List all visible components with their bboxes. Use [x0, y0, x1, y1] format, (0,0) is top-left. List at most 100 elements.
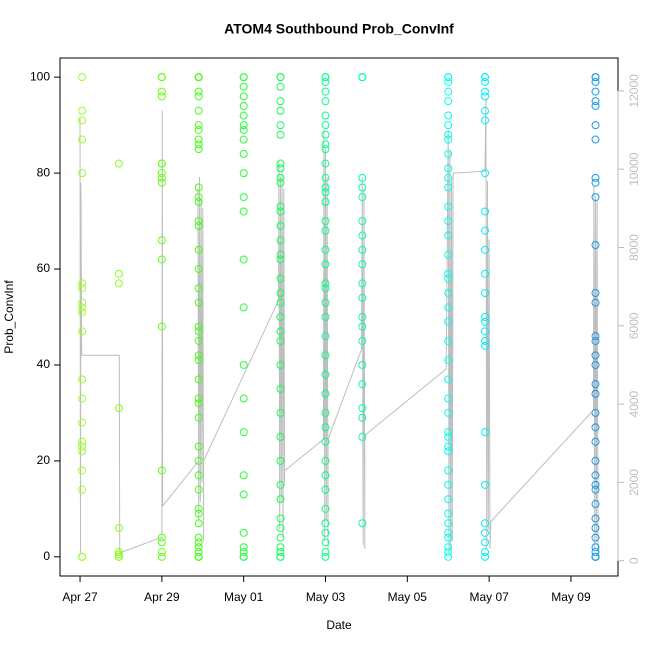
point — [444, 552, 453, 561]
point — [444, 533, 453, 542]
point — [114, 159, 123, 168]
point — [194, 519, 203, 528]
point — [444, 97, 453, 106]
point — [194, 322, 203, 331]
point — [358, 322, 367, 331]
point — [481, 327, 490, 336]
x-tick-label: May 09 — [551, 590, 591, 604]
point — [358, 193, 367, 202]
point — [444, 173, 453, 182]
y2-tick-label: 6000 — [627, 312, 641, 339]
point — [591, 408, 600, 417]
point — [78, 135, 87, 144]
point — [194, 533, 203, 542]
point — [194, 538, 203, 547]
point — [194, 442, 203, 451]
point — [239, 193, 248, 202]
point — [78, 375, 87, 384]
point — [321, 408, 330, 417]
point — [114, 524, 123, 533]
y2-tick-label: 8000 — [627, 234, 641, 261]
point — [276, 548, 285, 557]
point — [157, 236, 166, 245]
point — [321, 145, 330, 154]
point — [157, 552, 166, 561]
point — [194, 485, 203, 494]
y2-tick-label: 4000 — [627, 390, 641, 417]
point — [276, 97, 285, 106]
point — [276, 159, 285, 168]
point — [321, 111, 330, 120]
point — [444, 77, 453, 86]
point — [194, 121, 203, 130]
point — [444, 73, 453, 82]
point — [444, 317, 453, 326]
point — [78, 442, 87, 451]
point — [78, 116, 87, 125]
x-axis-label: Date — [326, 618, 352, 632]
point — [239, 255, 248, 264]
point — [276, 543, 285, 552]
point — [481, 106, 490, 115]
point — [481, 428, 490, 437]
point — [276, 384, 285, 393]
point — [444, 447, 453, 456]
point — [194, 543, 203, 552]
point — [276, 408, 285, 417]
point — [444, 442, 453, 451]
point — [239, 101, 248, 110]
point — [157, 87, 166, 96]
point — [276, 202, 285, 211]
point — [444, 432, 453, 441]
point — [78, 437, 87, 446]
point — [591, 380, 600, 389]
point — [276, 298, 285, 307]
y2-tick-label: 0 — [627, 557, 641, 564]
point — [194, 217, 203, 226]
point — [591, 480, 600, 489]
point — [481, 73, 490, 82]
point — [194, 394, 203, 403]
point — [321, 552, 330, 561]
point — [444, 130, 453, 139]
point — [157, 548, 166, 557]
point — [239, 543, 248, 552]
point — [276, 274, 285, 283]
point — [276, 289, 285, 298]
point — [358, 183, 367, 192]
point — [157, 92, 166, 101]
point — [157, 322, 166, 331]
point — [444, 250, 453, 259]
point — [481, 548, 490, 557]
point — [194, 548, 203, 557]
point — [194, 106, 203, 115]
point — [321, 217, 330, 226]
point — [591, 101, 600, 110]
y-tick-label: 60 — [37, 261, 51, 275]
point — [276, 130, 285, 139]
point — [321, 245, 330, 254]
point — [78, 447, 87, 456]
point — [444, 495, 453, 504]
point — [239, 125, 248, 134]
point — [276, 456, 285, 465]
point — [358, 279, 367, 288]
point — [276, 121, 285, 130]
x-tick-label: May 05 — [388, 590, 428, 604]
point — [239, 82, 248, 91]
point — [276, 221, 285, 230]
point — [194, 140, 203, 149]
point — [194, 298, 203, 307]
x-tick-label: May 03 — [306, 590, 346, 604]
point — [358, 336, 367, 345]
point — [444, 509, 453, 518]
point — [358, 360, 367, 369]
point — [591, 524, 600, 533]
point — [444, 149, 453, 158]
point — [321, 130, 330, 139]
point — [276, 255, 285, 264]
point — [276, 533, 285, 542]
point — [276, 327, 285, 336]
point — [78, 298, 87, 307]
